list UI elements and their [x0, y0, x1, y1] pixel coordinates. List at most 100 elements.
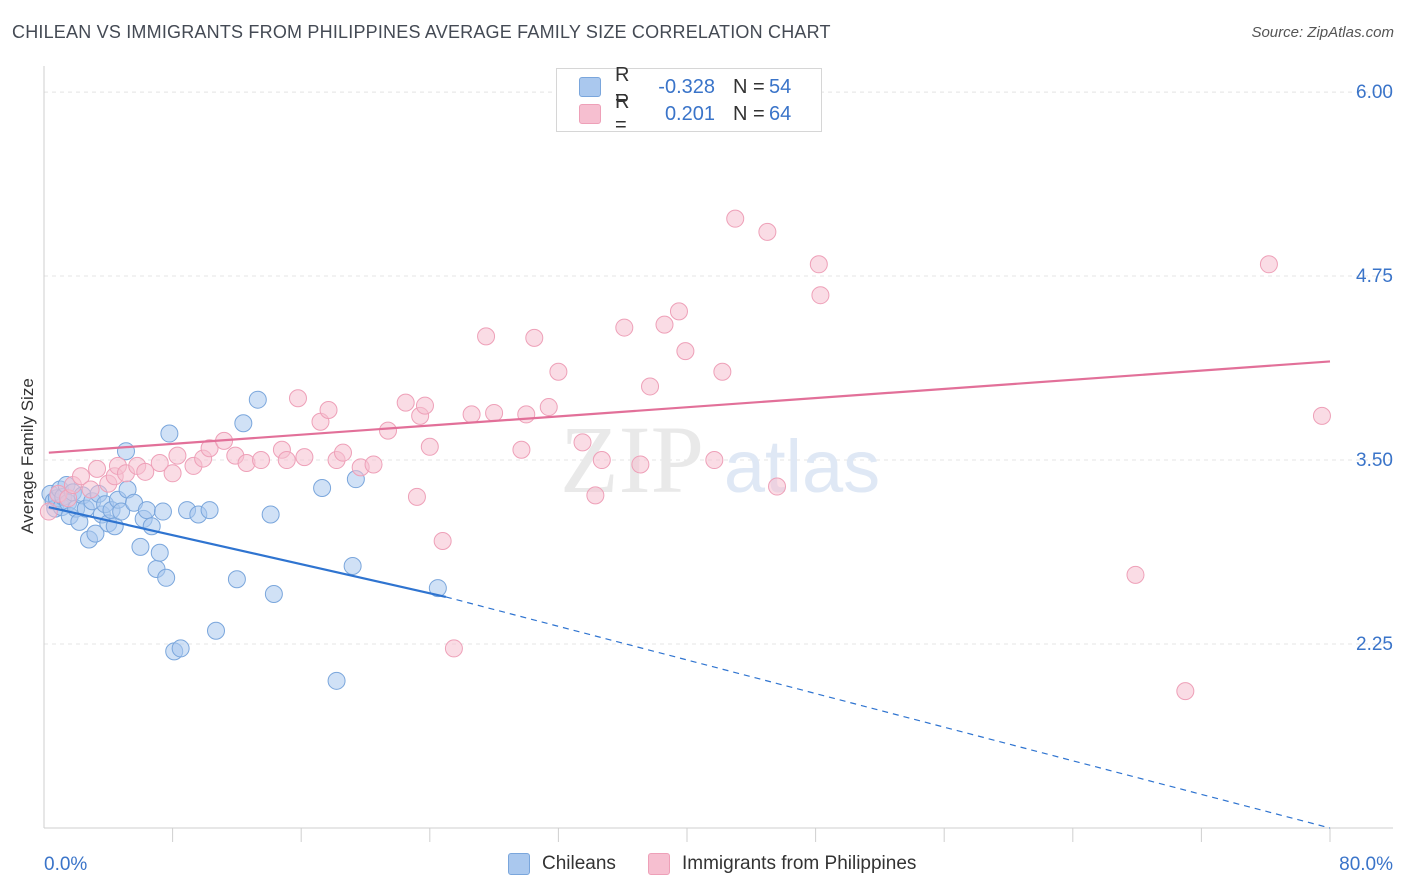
philippines-point [758, 222, 777, 241]
philippines-point [277, 451, 296, 470]
philippines-point [407, 487, 426, 506]
legend-swatch-chileans [579, 77, 601, 97]
philippines-point [295, 448, 314, 467]
chileans-point [264, 584, 283, 603]
legend-label-philippines: Immigrants from Philippines [682, 853, 917, 874]
legend-item-chileans[interactable]: Chileans [508, 852, 616, 876]
philippines-point [655, 315, 674, 334]
philippines-point [81, 480, 100, 499]
chileans-point [234, 414, 253, 433]
philippines-point [396, 393, 415, 412]
philippines-point [525, 328, 544, 347]
legend-item-philippines[interactable]: Immigrants from Philippines [648, 852, 916, 876]
philippines-point [592, 451, 611, 470]
philippines-point [512, 440, 531, 459]
chileans-point [112, 502, 131, 521]
chileans-point [131, 537, 150, 556]
philippines-point [485, 403, 504, 422]
chileans-point [150, 543, 169, 562]
legend-swatch-philippines [579, 104, 601, 124]
correlation-legend: R = -0.328 N = 54 R = 0.201 N = 64 [556, 64, 822, 136]
chart-title: CHILEAN VS IMMIGRANTS FROM PHILIPPINES A… [12, 22, 831, 42]
chileans-point [207, 621, 226, 640]
y-axis-label: Average Family Size [18, 378, 37, 534]
philippines-point [726, 209, 745, 228]
trend-lines [48, 360, 1331, 829]
philippines-point [517, 405, 536, 424]
philippines-point [477, 327, 496, 346]
philippines-point [539, 398, 558, 417]
philippines-point [676, 342, 695, 361]
tick-labels: 6.00 4.75 3.50 2.25 0.0% 80.0% [44, 82, 1393, 875]
legend-n-label: N = [733, 75, 765, 98]
y-tick-label: 3.50 [1356, 450, 1393, 471]
chileans-point [116, 442, 135, 461]
chileans-points [41, 390, 447, 690]
chileans-point [157, 568, 176, 587]
philippines-point [333, 443, 352, 462]
watermark-atlas: atlas [724, 425, 880, 508]
philippines-point [713, 362, 732, 381]
philippines-point [71, 467, 90, 486]
philippines-point [420, 437, 439, 456]
philippines-point [1312, 406, 1331, 425]
legend-swatch-philippines [648, 853, 670, 875]
philippines-point [1176, 682, 1195, 701]
watermark: ZIP atlas [560, 406, 880, 513]
philippines-point [415, 396, 434, 415]
philippines-point [631, 455, 650, 474]
legend-r-label: R = [615, 91, 630, 136]
philippines-point [379, 421, 398, 440]
x-tick-label: 0.0% [44, 854, 87, 875]
philippines-point [200, 439, 219, 458]
philippines-point [768, 477, 787, 496]
philippines-point [549, 362, 568, 381]
watermark-zip: ZIP [560, 406, 704, 513]
chileans-point [171, 639, 190, 658]
legend-r-value: -0.328 [658, 75, 715, 98]
chileans-trend-extension [445, 596, 1331, 829]
chileans-point [343, 557, 362, 576]
philippines-point [319, 400, 338, 419]
legend-r-value: 0.201 [664, 102, 715, 125]
legend-label-chileans: Chileans [542, 853, 616, 874]
philippines-point [615, 318, 634, 337]
chileans-point [327, 671, 346, 690]
philippines-trend-line [48, 360, 1331, 454]
chileans-point [261, 505, 280, 524]
chileans-point [248, 390, 267, 409]
legend-n-label: N = [733, 102, 765, 125]
y-tick-label: 6.00 [1356, 82, 1393, 103]
philippines-point [163, 464, 182, 483]
chileans-point [86, 524, 105, 543]
philippines-point [809, 255, 828, 274]
y-tick-label: 4.75 [1356, 266, 1393, 287]
legend-r-label: R = [615, 64, 630, 109]
philippines-point [669, 302, 688, 321]
series-legend: Chileans Immigrants from Philippines [0, 852, 1406, 878]
philippines-point [136, 462, 155, 481]
chileans-point [160, 424, 179, 443]
philippines-point [444, 639, 463, 658]
philippines-point [573, 433, 592, 452]
legend-n-value: 64 [769, 102, 792, 125]
legend-row-chileans: R = -0.328 N = 54 [579, 64, 792, 109]
y-tick-label: 2.25 [1356, 634, 1393, 655]
chileans-point [227, 570, 246, 589]
philippines-point [364, 455, 383, 474]
chileans-point [313, 479, 332, 498]
philippines-point [1126, 565, 1145, 584]
philippines-point [705, 451, 724, 470]
legend-n-value: 54 [769, 75, 792, 98]
x-tick-label: 80.0% [1339, 854, 1393, 875]
chileans-point [200, 501, 219, 520]
philippines-point [586, 486, 605, 505]
philippines-point [168, 446, 187, 465]
source-credit: Source: ZipAtlas.com [1251, 24, 1394, 41]
chileans-trend-line [48, 506, 447, 598]
philippines-point [150, 453, 169, 472]
philippines-point [88, 459, 107, 478]
philippines-point [462, 405, 481, 424]
philippines-point [1259, 255, 1278, 274]
